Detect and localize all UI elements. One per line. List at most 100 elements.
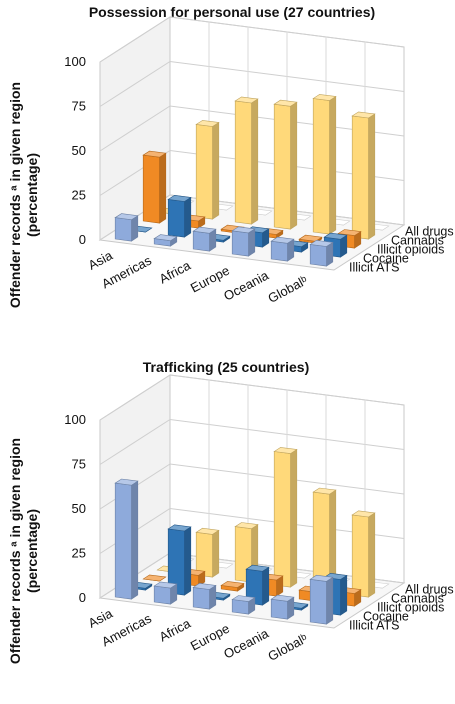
chart-2-ylabel-line2: (percentage) — [24, 509, 40, 593]
chart-2-bar-top — [234, 522, 259, 530]
chart-2-bar-side — [262, 566, 270, 606]
chart-1-ylabel-line2: (percentage) — [24, 153, 40, 237]
chart-1-bar-front — [273, 103, 291, 230]
chart-1-bar-side — [248, 228, 256, 257]
chart-1-bar — [192, 226, 217, 252]
chart-1-y-tick-label: 100 — [64, 54, 86, 69]
chart-2-bar — [220, 581, 245, 592]
chart-1-bar-side — [212, 121, 220, 220]
chart-1-bar-top — [351, 111, 376, 119]
chart-2-bar-top — [167, 524, 192, 532]
chart-2-bar-top — [114, 478, 139, 486]
chart-2-bar — [142, 574, 167, 582]
chart-1-bar-top — [337, 229, 362, 236]
chart-1-bar-top — [192, 226, 217, 234]
chart-1-bar-top — [270, 236, 295, 244]
chart-1-bar-top — [309, 239, 334, 247]
chart-2-bar-side — [368, 512, 376, 598]
chart-2-bar-top — [153, 581, 178, 589]
chart-2-bar-top — [192, 582, 217, 590]
chart-2-bar — [245, 564, 270, 606]
chart-2-bar-front — [153, 585, 171, 605]
chart-1-bar — [273, 99, 298, 230]
chart-1-bar-top — [231, 226, 256, 234]
chart-1-bar-side — [290, 101, 298, 230]
chart-1-bar-top — [153, 234, 178, 242]
chart-2-bar — [270, 594, 295, 620]
chart-1-bar-top — [298, 234, 323, 242]
chart-1-series-label: Illicit opioids — [377, 243, 444, 257]
chart-2-bar — [153, 581, 178, 605]
chart-1-bar-top — [312, 94, 337, 101]
chart-1-bar-front — [192, 230, 210, 252]
chart-1-bar-top — [273, 99, 298, 107]
chart-2-bar-top — [220, 581, 245, 588]
chart-1-series-label: Illicit ATS — [349, 261, 399, 275]
chart-2-category-label: Globalᵇ — [265, 631, 310, 664]
chart-1-bar-front — [142, 154, 160, 224]
chart-1-bar-top — [195, 120, 220, 127]
chart-1-bar-top — [114, 213, 139, 221]
chart-1-series-label: Cocaine — [363, 252, 409, 266]
chart-2-bar — [167, 524, 192, 596]
chart-1-y-tick-label: 0 — [79, 232, 86, 247]
chart-1-bar-front — [167, 199, 185, 238]
chart-2-bar-front — [351, 514, 369, 598]
chart-2-bar — [114, 478, 139, 600]
chart-2-bar-side — [290, 448, 298, 588]
chart-1-series-label: All drugs — [405, 225, 454, 239]
chart-1-bar-top — [234, 96, 259, 104]
chart-2-series-label: Cocaine — [363, 610, 409, 624]
chart-1-y-tick-label: 25 — [72, 188, 86, 203]
chart-2-y-tick-label: 50 — [72, 501, 86, 516]
chart-1-title: Possession for personal use (27 countrie… — [89, 4, 375, 20]
chart-2-bar-top — [142, 574, 167, 582]
chart-2-title: Trafficking (25 countries) — [143, 359, 309, 375]
chart-2-bar-front — [114, 482, 132, 600]
chart-2-bar-front — [270, 598, 288, 620]
chart-2-series-label: All drugs — [405, 583, 454, 597]
chart-1-bar-side — [184, 196, 192, 238]
chart-2-bar — [231, 595, 256, 615]
chart-1-bar-top — [323, 232, 348, 240]
chart-2-y-tick-label: 25 — [72, 546, 86, 561]
chart-1-bar — [167, 194, 192, 238]
chart-2-bar-top — [245, 564, 270, 572]
chart-1-bar — [309, 239, 334, 267]
chart-2-bar-top — [312, 487, 337, 495]
chart-1-bar-front — [351, 115, 369, 240]
chart-1-category-label: Asia — [86, 247, 116, 272]
chart-1-bar-front — [234, 100, 252, 225]
chart-1-category-label: Globalᵇ — [265, 273, 310, 306]
chart-1-bar-side — [368, 113, 376, 240]
chart-1-bar — [142, 150, 167, 224]
chart-2-bar-front — [231, 599, 249, 615]
chart-1-bar — [153, 234, 178, 247]
chart-1-ylabel-line1: Offender records ᵃ in given region — [7, 82, 23, 308]
chart-2-bar-side — [131, 480, 139, 600]
chart-2-bar — [351, 510, 376, 598]
chart-1-bar — [312, 94, 337, 235]
chart-2-bar-top — [309, 574, 334, 582]
chart-2-bar-side — [184, 526, 192, 596]
chart-1-bar — [270, 236, 295, 262]
chart-1-bar — [231, 226, 256, 257]
chart-1-bar-front — [231, 230, 249, 257]
chart-1-bar — [351, 111, 376, 240]
chart-2-bar-front — [192, 587, 210, 610]
chart-1-bar — [234, 96, 259, 225]
chart-1-bar — [195, 120, 220, 220]
chart-1-bar-front — [309, 244, 327, 267]
chart-2-bar-side — [212, 529, 220, 578]
chart-1-bar-side — [159, 152, 167, 224]
chart-2-series-label: Illicit ATS — [349, 619, 399, 633]
chart-2-series-label: Illicit opioids — [377, 601, 444, 615]
chart-1-bar-side — [251, 98, 259, 225]
chart-2-y-tick-label: 75 — [72, 457, 86, 472]
chart-1-bar-front — [270, 240, 288, 262]
chart-1-bar-side — [131, 215, 139, 242]
chart-1-bar-front — [195, 124, 213, 220]
